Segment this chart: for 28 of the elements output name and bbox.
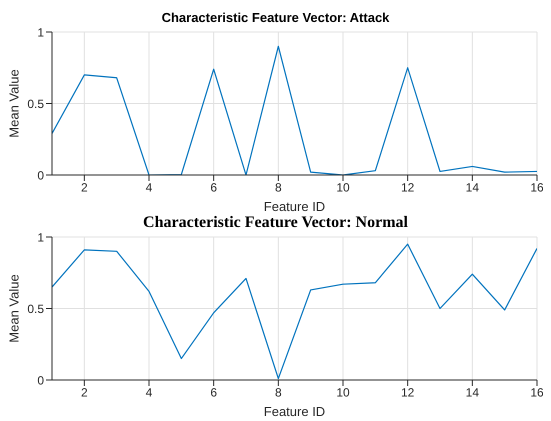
x-tick-label: 4: [146, 180, 153, 195]
x-tick-label: 14: [466, 180, 480, 195]
x-tick-label: 16: [530, 180, 544, 195]
x-tick-label: 16: [530, 386, 544, 400]
x-tick-label: 2: [80, 180, 88, 195]
x-tick-label: 8: [274, 180, 282, 195]
y-axis-title: Mean Value: [6, 69, 22, 138]
y-tick-label: 0.5: [27, 302, 44, 316]
x-tick-label: 12: [400, 386, 415, 400]
x-tick-label: 10: [336, 180, 350, 195]
y-tick-label: 0: [37, 373, 44, 388]
x-tick-label: 12: [400, 180, 415, 195]
y-tick-label: 0.5: [27, 96, 44, 111]
chart-title: Characteristic Feature Vector: Attack: [162, 10, 390, 25]
x-tick-label: 4: [146, 386, 153, 400]
x-tick-label: 2: [80, 386, 88, 400]
x-tick-label: 6: [210, 386, 218, 400]
y-tick-label: 1: [37, 25, 44, 40]
y-tick-label: 0: [37, 168, 44, 182]
x-tick-label: 10: [336, 386, 350, 400]
chart-title: Characteristic Feature Vector: Normal: [143, 214, 408, 231]
y-axis-title: Mean Value: [6, 274, 22, 343]
x-axis-title: Feature ID: [264, 404, 326, 419]
x-tick-label: 14: [466, 386, 480, 400]
x-tick-label: 8: [274, 386, 282, 400]
x-axis-title: Feature ID: [264, 199, 326, 214]
x-tick-label: 6: [210, 180, 218, 195]
y-tick-label: 1: [37, 230, 44, 244]
